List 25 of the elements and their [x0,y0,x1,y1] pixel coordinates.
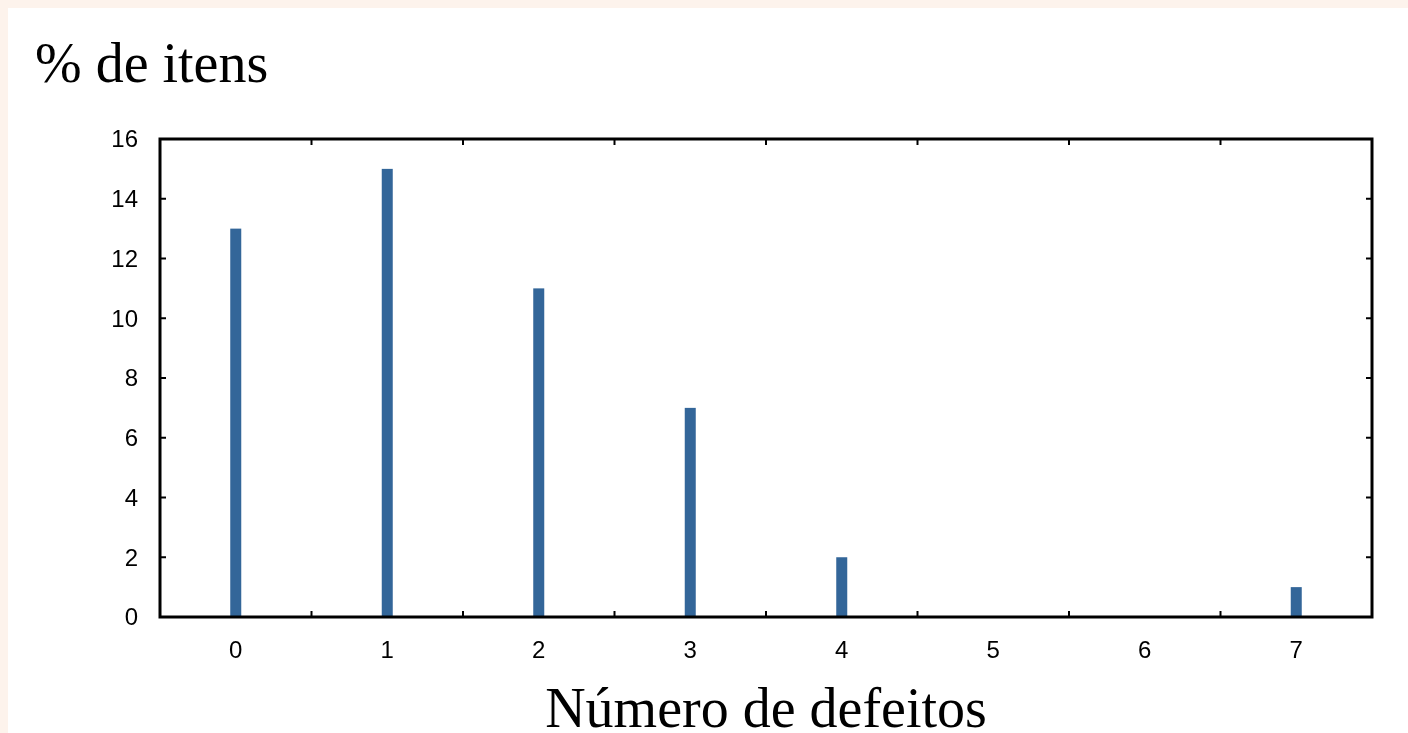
bar [684,407,696,617]
x-axis-title: Número de defeitos [545,677,987,733]
bar [533,288,545,617]
x-tick-label: 1 [380,636,394,663]
x-tick-label: 2 [532,636,546,663]
x-tick-label: 6 [1138,636,1152,663]
x-tick-label: 7 [1289,636,1303,663]
bar [1290,587,1302,617]
y-tick-label: 4 [124,483,138,511]
bar [381,168,393,617]
y-tick-label: 14 [111,185,138,213]
x-tick-label: 3 [683,636,697,663]
x-tick-label: 4 [835,636,849,663]
x-tick-label: 5 [986,636,1000,663]
y-axis-title: % de itens [35,32,269,94]
y-tick-label: 12 [111,244,138,272]
y-tick-label: 6 [124,424,138,452]
y-tick-label: 2 [124,543,138,571]
y-tick-label: 8 [124,364,138,392]
y-tick-label: 0 [124,603,138,631]
y-tick-label: 10 [111,304,138,332]
bar [836,557,848,617]
bar [230,228,242,617]
x-tick-label: 0 [229,636,243,663]
y-tick-label: 16 [111,125,138,153]
